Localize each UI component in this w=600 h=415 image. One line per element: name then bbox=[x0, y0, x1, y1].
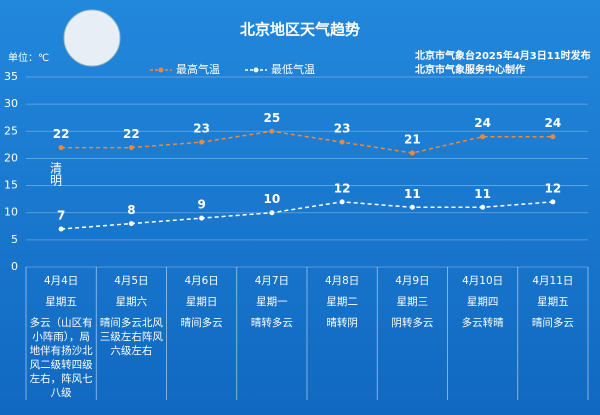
data-label: 22 bbox=[123, 127, 140, 141]
date: 4月6日 bbox=[184, 275, 219, 287]
date: 4月10日 bbox=[462, 275, 504, 287]
weekday: 星期日 bbox=[185, 296, 218, 308]
data-label: 12 bbox=[334, 181, 351, 195]
chart-title: 北京地区天气趋势 bbox=[240, 21, 360, 39]
data-label: 7 bbox=[57, 209, 65, 223]
weather: 晴转多云 bbox=[250, 317, 293, 329]
weather: 多云（山区有小阵雨），局地伴有扬沙北风二级转四级左右，阵风七八级 bbox=[29, 317, 93, 399]
point bbox=[199, 215, 205, 221]
y-tick-label: 10 bbox=[4, 206, 18, 219]
data-label: 9 bbox=[197, 198, 205, 212]
data-label: 12 bbox=[545, 181, 562, 195]
data-label: 25 bbox=[264, 111, 281, 125]
data-label: 24 bbox=[474, 116, 491, 130]
y-tick-label: 0 bbox=[11, 260, 18, 273]
y-tick-label: 5 bbox=[11, 233, 18, 246]
logo bbox=[63, 9, 121, 67]
unit: 单位：℃ bbox=[8, 51, 49, 64]
point bbox=[128, 145, 134, 151]
weather: 晴转阴 bbox=[326, 317, 358, 329]
y-tick-label: 35 bbox=[4, 70, 18, 83]
point bbox=[339, 139, 345, 145]
point bbox=[480, 204, 486, 210]
annotation: 清明 bbox=[49, 162, 63, 187]
weather: 阴转多云 bbox=[391, 317, 434, 329]
data-label: 11 bbox=[474, 187, 491, 201]
date: 4月7日 bbox=[254, 275, 290, 287]
legend-marker bbox=[158, 67, 164, 73]
y-tick-label: 25 bbox=[4, 124, 18, 137]
line bbox=[61, 130, 553, 154]
weather: 晴间多云 bbox=[531, 317, 574, 329]
date: 4月4日 bbox=[43, 275, 79, 287]
producer: 北京市气象服务中心制作 bbox=[415, 63, 525, 76]
data-label: 11 bbox=[404, 187, 421, 201]
line bbox=[61, 201, 553, 230]
data-label: 10 bbox=[264, 192, 281, 206]
data-label: 22 bbox=[53, 127, 70, 141]
point bbox=[339, 199, 345, 205]
date: 4月9日 bbox=[395, 275, 430, 287]
point bbox=[199, 139, 205, 145]
legend-marker bbox=[253, 67, 259, 73]
legend-label: 最低气温 bbox=[271, 62, 315, 76]
weekday: 星期五 bbox=[537, 296, 569, 308]
issued: 北京市气象台2025年4月3日11时发布 bbox=[415, 49, 591, 62]
weekday: 星期六 bbox=[115, 296, 148, 308]
point bbox=[480, 134, 486, 140]
y-tick-label: 15 bbox=[4, 179, 18, 192]
weekday: 星期五 bbox=[45, 296, 77, 308]
weekday: 星期二 bbox=[326, 296, 358, 308]
weather: 晴间多云北风三级左右阵风六级左右 bbox=[99, 317, 163, 357]
y-tick-label: 20 bbox=[4, 151, 18, 164]
data-label: 24 bbox=[545, 116, 562, 130]
weekday: 星期三 bbox=[396, 296, 429, 308]
point bbox=[58, 226, 64, 232]
date: 4月11日 bbox=[532, 275, 574, 287]
data-label: 21 bbox=[404, 133, 421, 147]
weather: 晴间多云 bbox=[180, 317, 223, 329]
date: 4月8日 bbox=[324, 275, 360, 287]
point bbox=[550, 134, 556, 140]
weekday: 星期一 bbox=[256, 296, 288, 308]
point bbox=[269, 210, 275, 216]
data-label: 23 bbox=[193, 122, 210, 136]
point bbox=[409, 204, 415, 210]
data-label: 8 bbox=[127, 203, 135, 217]
point bbox=[128, 221, 134, 227]
point bbox=[409, 150, 415, 156]
point bbox=[550, 199, 556, 205]
weather: 多云转晴 bbox=[461, 317, 504, 329]
date: 4月5日 bbox=[114, 275, 149, 287]
legend-label: 最高气温 bbox=[176, 62, 220, 76]
weekday: 星期四 bbox=[466, 296, 499, 308]
point bbox=[269, 128, 275, 134]
point bbox=[58, 145, 64, 151]
data-label: 23 bbox=[334, 122, 351, 136]
y-tick-label: 30 bbox=[4, 97, 18, 110]
